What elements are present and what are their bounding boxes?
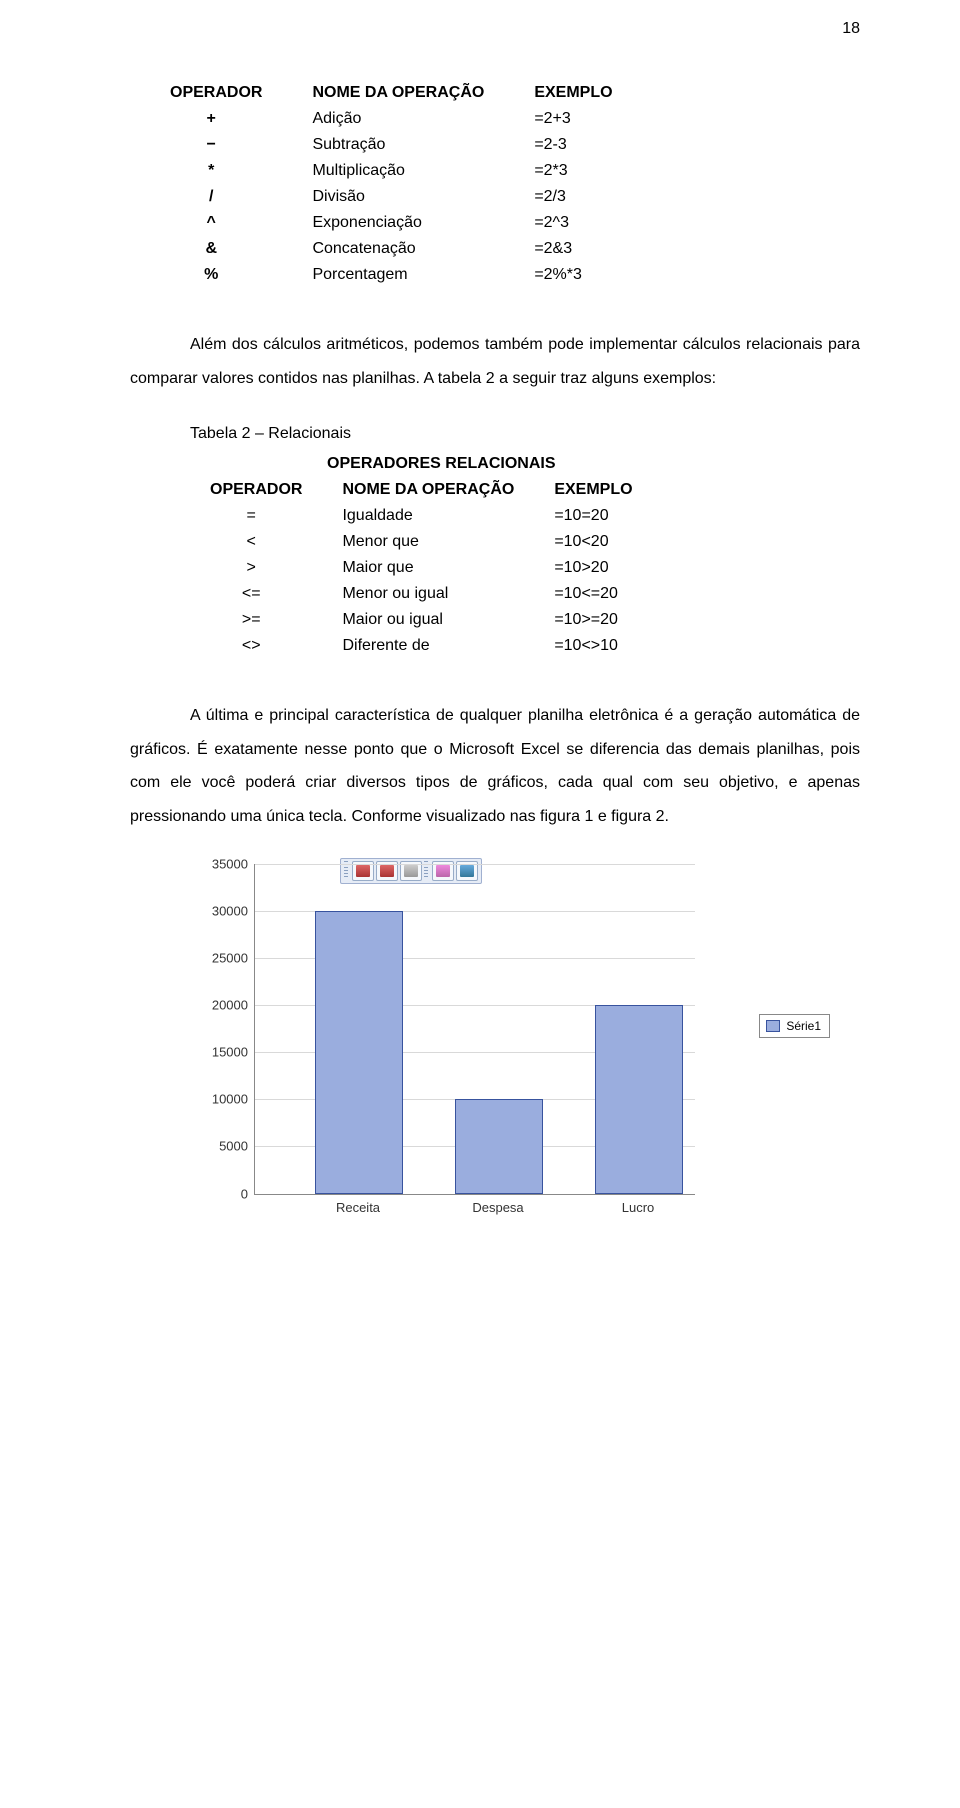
- y-tick-label: 25000: [200, 950, 248, 965]
- y-tick-label: 0: [200, 1186, 248, 1201]
- y-tick-label: 30000: [200, 903, 248, 918]
- op-example: =2+3: [534, 106, 662, 132]
- op-name: Subtração: [312, 132, 534, 158]
- op-example: =2*3: [534, 158, 662, 184]
- op-name: Diferente de: [342, 633, 554, 659]
- bar-lucro: [595, 1005, 683, 1194]
- y-tick-label: 10000: [200, 1092, 248, 1107]
- arith-operator-table: OPERADOR NOME DA OPERAÇÃO EXEMPLO +Adiçã…: [170, 80, 860, 288]
- op-example: =10<>10: [554, 633, 672, 659]
- paragraph-2: A última e principal característica de q…: [130, 699, 860, 833]
- rel-super-header: OPERADORES RELACIONAIS: [210, 451, 673, 477]
- y-tick-label: 5000: [200, 1139, 248, 1154]
- table-row: <>Diferente de=10<>10: [210, 633, 673, 659]
- op-symbol: <: [210, 529, 342, 555]
- op-name: Maior ou igual: [342, 607, 554, 633]
- table-row: <Menor que=10<20: [210, 529, 673, 555]
- col-nome: NOME DA OPERAÇÃO: [312, 80, 534, 106]
- op-symbol: −: [170, 132, 312, 158]
- op-name: Multiplicação: [312, 158, 534, 184]
- paragraph-1: Além dos cálculos aritméticos, podemos t…: [130, 328, 860, 395]
- op-symbol: =: [210, 503, 342, 529]
- op-example: =2/3: [534, 184, 662, 210]
- op-example: =10<20: [554, 529, 672, 555]
- x-tick-label: Lucro: [583, 1200, 693, 1215]
- table-row: >Maior que=10>20: [210, 555, 673, 581]
- rel-col-exemplo: EXEMPLO: [554, 477, 672, 503]
- rel-operator-table: OPERADORES RELACIONAIS OPERADOR NOME DA …: [210, 451, 860, 659]
- chart-plot-area: [254, 864, 695, 1195]
- op-name: Igualdade: [342, 503, 554, 529]
- op-symbol: /: [170, 184, 312, 210]
- bar-chart: Série1 050001000015000200002500030000350…: [190, 864, 830, 1224]
- op-example: =10>20: [554, 555, 672, 581]
- op-example: =10>=20: [554, 607, 672, 633]
- col-exemplo: EXEMPLO: [534, 80, 662, 106]
- table-row: %Porcentagem=2%*3: [170, 262, 663, 288]
- op-symbol: >: [210, 555, 342, 581]
- rel-table-title: Tabela 2 – Relacionais: [190, 425, 860, 443]
- op-name: Exponenciação: [312, 210, 534, 236]
- page-number: 18: [842, 20, 860, 38]
- chart-legend: Série1: [759, 1014, 830, 1038]
- table-row: ^Exponenciação=2^3: [170, 210, 663, 236]
- table-row: *Multiplicação=2*3: [170, 158, 663, 184]
- op-name: Adição: [312, 106, 534, 132]
- op-example: =10=20: [554, 503, 672, 529]
- op-symbol: &: [170, 236, 312, 262]
- y-tick-label: 35000: [200, 856, 248, 871]
- op-symbol: +: [170, 106, 312, 132]
- op-example: =2&3: [534, 236, 662, 262]
- op-name: Porcentagem: [312, 262, 534, 288]
- rel-col-operador: OPERADOR: [210, 477, 342, 503]
- op-example: =10<=20: [554, 581, 672, 607]
- y-tick-label: 20000: [200, 997, 248, 1012]
- x-tick-label: Receita: [303, 1200, 413, 1215]
- gridline: [255, 864, 695, 865]
- op-symbol: >=: [210, 607, 342, 633]
- table-row: /Divisão=2/3: [170, 184, 663, 210]
- op-example: =2^3: [534, 210, 662, 236]
- op-example: =2-3: [534, 132, 662, 158]
- table-row: =Igualdade=10=20: [210, 503, 673, 529]
- legend-label: Série1: [786, 1019, 821, 1033]
- op-example: =2%*3: [534, 262, 662, 288]
- rel-col-nome: NOME DA OPERAÇÃO: [342, 477, 554, 503]
- op-symbol: *: [170, 158, 312, 184]
- op-name: Divisão: [312, 184, 534, 210]
- op-symbol: <=: [210, 581, 342, 607]
- legend-swatch-icon: [766, 1020, 780, 1032]
- op-symbol: <>: [210, 633, 342, 659]
- op-name: Menor que: [342, 529, 554, 555]
- op-name: Maior que: [342, 555, 554, 581]
- op-symbol: ^: [170, 210, 312, 236]
- op-symbol: %: [170, 262, 312, 288]
- op-name: Concatenação: [312, 236, 534, 262]
- op-name: Menor ou igual: [342, 581, 554, 607]
- table-row: <=Menor ou igual=10<=20: [210, 581, 673, 607]
- x-tick-label: Despesa: [443, 1200, 553, 1215]
- y-tick-label: 15000: [200, 1045, 248, 1060]
- col-operador: OPERADOR: [170, 80, 312, 106]
- table-row: +Adição=2+3: [170, 106, 663, 132]
- table-row: >=Maior ou igual=10>=20: [210, 607, 673, 633]
- table-row: &Concatenação=2&3: [170, 236, 663, 262]
- bar-despesa: [455, 1099, 543, 1193]
- table-row: −Subtração=2-3: [170, 132, 663, 158]
- bar-receita: [315, 911, 403, 1194]
